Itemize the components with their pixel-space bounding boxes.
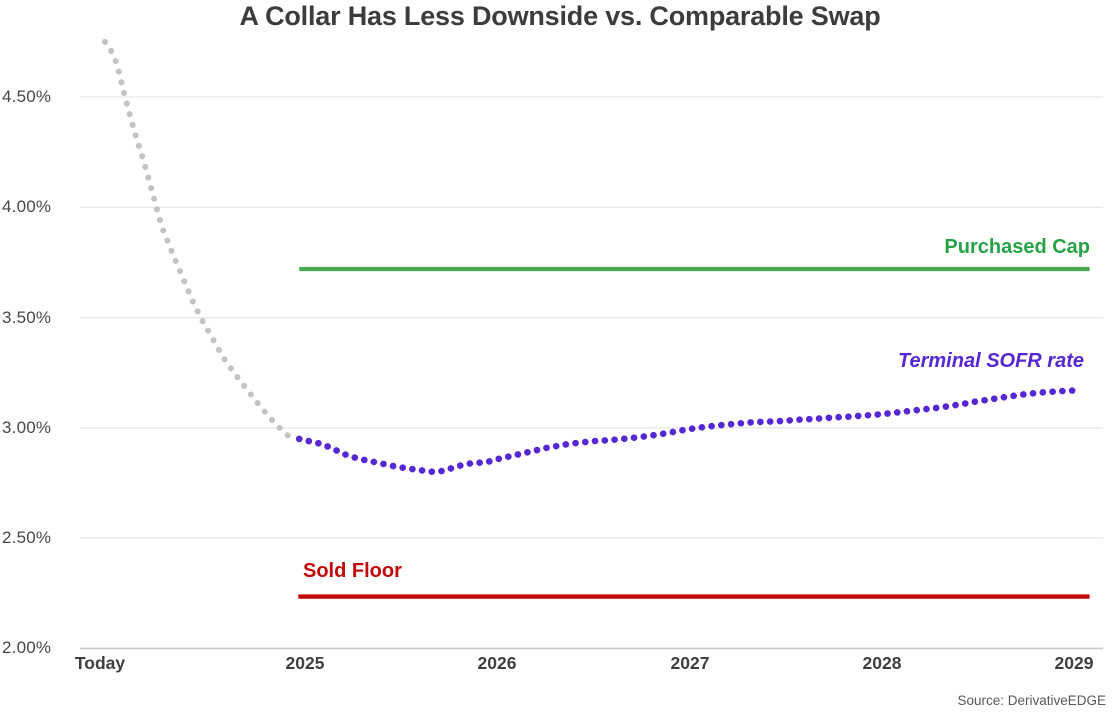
x-tick-2026: 2026 bbox=[477, 653, 517, 673]
purchased-cap-label: Purchased Cap bbox=[944, 236, 1090, 258]
historical-lead-in-unlabeled-series bbox=[102, 38, 297, 443]
y-tick-250: 2.50% bbox=[2, 528, 52, 547]
y-tick-200: 2.00% bbox=[2, 638, 52, 657]
y-tick-400: 4.00% bbox=[2, 197, 52, 216]
x-tick-2025: 2025 bbox=[285, 653, 325, 673]
x-tick-2028: 2028 bbox=[862, 653, 902, 673]
y-tick-450: 4.50% bbox=[2, 87, 52, 106]
y-tick-300: 3.00% bbox=[2, 418, 52, 437]
sold-floor-label: Sold Floor bbox=[303, 560, 402, 582]
source-note: Source: DerivativeEDGE bbox=[957, 693, 1106, 708]
x-tick-2029: 2029 bbox=[1054, 653, 1094, 673]
chart-title: A Collar Has Less Downside vs. Comparabl… bbox=[239, 1, 881, 31]
terminal-sofr-rate-series bbox=[295, 387, 1082, 476]
terminal-sofr-rate-label: Terminal SOFR rate bbox=[898, 350, 1084, 372]
y-tick-350: 3.50% bbox=[2, 308, 52, 327]
x-tick-today: Today bbox=[74, 653, 126, 673]
x-tick-2027: 2027 bbox=[670, 653, 710, 673]
